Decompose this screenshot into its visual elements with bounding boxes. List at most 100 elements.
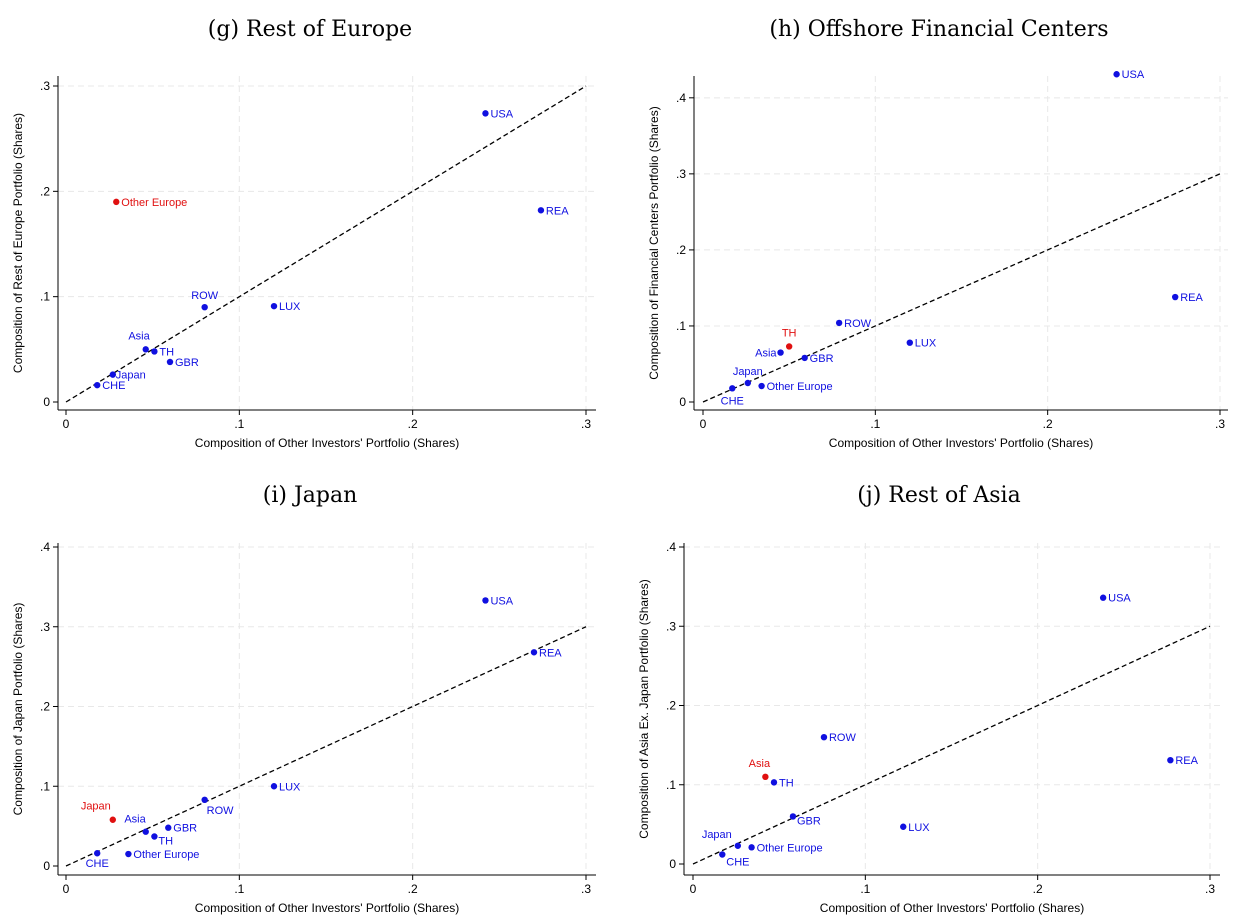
data-label-row: ROW [844, 318, 872, 330]
data-point-asia [142, 828, 149, 835]
data-point-lux [270, 302, 278, 310]
y-tick-label: .4 [676, 91, 686, 105]
data-point-japan [734, 842, 742, 849]
data-label-che: CHE [726, 856, 749, 868]
y-tick-label: .2 [40, 184, 50, 198]
data-label-other-europe: Other Europe [133, 849, 199, 861]
data-label-rea: REA [1175, 755, 1198, 767]
x-tick-label: 0 [700, 417, 707, 431]
x-axis-label: Composition of Other Investors' Portfoli… [829, 436, 1093, 450]
data-point-che [94, 850, 101, 857]
chart-panel-1: (g) Rest of Europe 0 .1 .2 .3 0 .1 .2 .3 Composit… [11, 17, 596, 450]
data-point-usa [1099, 594, 1107, 601]
x-tick-label: 0 [690, 882, 697, 896]
y-tick-label: .4 [40, 540, 50, 554]
data-point-lux [906, 339, 913, 346]
data-label-japan: Japan [81, 801, 111, 813]
y-axis-label: Composition of Asia Ex. Japan Portfolio … [637, 579, 651, 838]
data-point-other-europe [125, 850, 132, 858]
data-point-gbr [789, 813, 797, 820]
data-point-che [94, 381, 101, 389]
reference-line-45deg [65, 85, 587, 403]
data-point-th [770, 779, 778, 786]
y-tick-label: .3 [676, 167, 686, 181]
y-tick-label: .1 [40, 779, 50, 793]
y-tick-label: 0 [679, 395, 686, 409]
x-tick-label: .2 [1033, 882, 1043, 896]
data-label-asia: Asia [128, 330, 150, 342]
data-label-gbr: GBR [797, 815, 821, 827]
data-label-rea: REA [539, 647, 562, 659]
data-label-row: ROW [191, 290, 219, 302]
y-axis-label: Composition of Financial Centers Portfol… [647, 106, 661, 379]
data-label-lux: LUX [915, 338, 937, 350]
y-tick-label: 0 [43, 859, 50, 873]
data-label-other-europe: Other Europe [767, 381, 833, 393]
data-label-che: CHE [721, 395, 744, 407]
data-label-che: CHE [86, 858, 109, 870]
data-point-asia [762, 773, 769, 781]
data-point-che [729, 385, 736, 392]
x-tick-label: .2 [408, 882, 418, 896]
data-label-gbr: GBR [173, 823, 197, 835]
data-label-asia: Asia [755, 348, 777, 360]
data-point-other-europe [758, 382, 765, 390]
data-point-th [151, 348, 158, 355]
data-label-lux: LUX [908, 822, 930, 834]
data-point-lux [900, 823, 907, 830]
data-point-asia [777, 349, 784, 356]
y-tick-label: 0 [43, 395, 50, 409]
data-point-rea [537, 207, 545, 214]
y-tick-label: .4 [666, 540, 676, 554]
panel-title: (i) Japan [263, 483, 358, 508]
data-label-rea: REA [1180, 292, 1203, 304]
data-label-usa: USA [490, 595, 513, 607]
data-label-japan: Japan [733, 366, 763, 378]
y-axis-label: Composition of Japan Portfolio (Shares) [11, 603, 25, 816]
data-point-usa [482, 597, 489, 604]
data-point-gbr [166, 358, 174, 366]
data-point-lux [270, 783, 278, 790]
data-point-che [719, 851, 726, 858]
y-tick-label: .1 [666, 778, 676, 792]
data-label-other-europe: Other Europe [121, 197, 187, 209]
y-tick-label: .2 [40, 700, 50, 714]
data-point-rea [530, 649, 538, 656]
data-point-usa [1113, 71, 1120, 78]
data-point-asia [142, 346, 149, 353]
data-label-gbr: GBR [810, 353, 834, 365]
x-tick-label: 0 [63, 882, 70, 896]
y-tick-label: 0 [669, 857, 676, 871]
x-tick-label: .3 [1205, 882, 1215, 896]
data-label-row: ROW [829, 732, 857, 744]
data-label-row: ROW [207, 805, 235, 817]
panel-title: (h) Offshore Financial Centers [769, 17, 1108, 42]
x-tick-label: .3 [581, 882, 591, 896]
data-point-gbr [165, 824, 172, 831]
data-point-row [201, 796, 208, 804]
data-label-th: TH [159, 346, 174, 358]
chart-panel-2: (h) Offshore Financial Centers 0 .1 .2 .3 0 .1… [647, 17, 1228, 450]
x-tick-label: .2 [1043, 417, 1053, 431]
y-tick-label: .2 [666, 699, 676, 713]
data-point-other-europe [748, 844, 755, 851]
x-tick-label: .1 [870, 417, 880, 431]
data-label-th: TH [158, 835, 173, 847]
data-point-japan [744, 379, 752, 387]
data-point-usa [482, 110, 489, 117]
data-label-che: CHE [102, 380, 125, 392]
data-label-lux: LUX [279, 301, 301, 313]
y-axis-label: Composition of Rest of Europe Portfolio … [11, 113, 25, 373]
y-tick-label: .3 [40, 620, 50, 634]
data-point-rea [1167, 756, 1174, 764]
x-tick-label: .3 [1215, 417, 1225, 431]
data-label-japan: Japan [116, 370, 146, 382]
data-point-th [151, 833, 158, 840]
panel-title: (g) Rest of Europe [208, 17, 412, 42]
data-point-row [835, 319, 843, 327]
y-tick-label: .3 [40, 79, 50, 93]
data-label-gbr: GBR [175, 357, 199, 369]
x-tick-label: .1 [234, 417, 244, 431]
x-tick-label: .1 [234, 882, 244, 896]
